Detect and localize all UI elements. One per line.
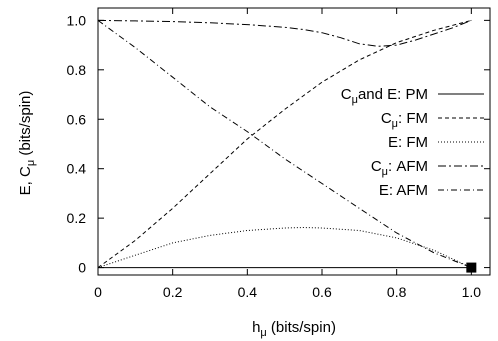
y-axis-label: E, Cμ (bits/spin) [17,91,37,196]
endpoint-marker [466,262,477,273]
x-tick-label: 0.4 [238,284,258,300]
y-tick-label: 0.6 [67,111,87,127]
series-line-efm [97,226,472,269]
x-tick-label: 0.6 [312,284,332,300]
legend-label-pm: Cμand E: PM [341,86,428,106]
legend-label-cafm: Cμ: AFM [371,158,428,178]
x-tick-label: 1.0 [462,284,482,300]
legend-label-eafm: E: AFM [379,182,428,199]
y-tick-label: 0.2 [67,210,87,226]
x-tick-label: 0.2 [163,284,183,300]
legend: Cμand E: PM Cμ: FM E: FM Cμ: AFM E: AFM [341,86,484,199]
series-line-cafm [97,19,472,47]
x-tick-label: 0.8 [387,284,407,300]
plot-frame [97,7,491,276]
x-tick-label: 0 [94,284,102,300]
series-line-cfm [97,19,472,269]
x-axis-label: hμ (bits/spin) [252,319,336,339]
legend-label-efm: E: FM [388,134,428,151]
series-group [97,19,477,273]
y-tick-label: 1.0 [67,12,87,28]
tick-group: 0 0.2 0.4 0.6 0.8 1.0 0 0.2 0.4 0.6 0.8 1.0 [67,8,490,300]
y-tick-label: 0 [78,260,86,276]
series-line-eafm [97,19,472,269]
y-tick-label: 0.4 [67,161,87,177]
y-tick-label: 0.8 [67,62,87,78]
legend-label-cfm: Cμ: FM [381,110,428,130]
